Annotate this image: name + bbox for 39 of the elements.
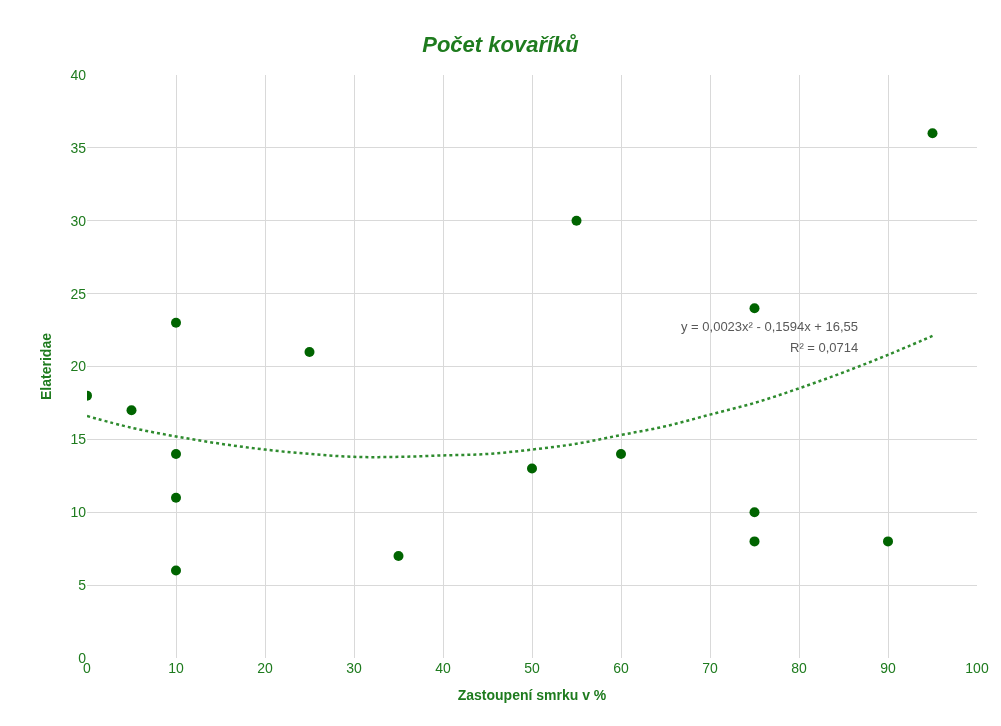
point (393, 550, 404, 561)
x-tick-label: 100 (965, 660, 989, 676)
point (171, 565, 181, 576)
point (749, 507, 760, 518)
point (171, 492, 181, 503)
y-axis-title: Elateridae (38, 332, 55, 400)
point (749, 536, 760, 547)
point (883, 536, 893, 547)
y-tick-label: 35 (70, 139, 87, 156)
x-tick-label: 60 (613, 660, 629, 676)
y-tick-label: 10 (70, 504, 87, 521)
x-tick-label: 20 (257, 660, 273, 676)
chart-title: Počet kovaříků (422, 31, 580, 57)
annotation: y = 0,0023x² - 0,1594x + 16,55 (681, 319, 859, 334)
point (171, 448, 181, 459)
point (927, 128, 938, 139)
x-axis-title: Zastoupení smrku v % (457, 687, 607, 704)
point (616, 448, 626, 459)
y-tick-label: 25 (70, 285, 87, 302)
annotation: R² = 0,0714 (790, 340, 859, 355)
y-tick-label: 15 (70, 431, 87, 448)
x-tick-label: 40 (435, 660, 451, 676)
line-series (87, 334, 934, 459)
x-tick-label: 30 (346, 660, 362, 676)
point (527, 463, 537, 474)
point (749, 303, 760, 314)
point (171, 317, 181, 328)
x-tick-label: 50 (524, 660, 540, 676)
y-tick-label: 20 (70, 358, 87, 375)
point (571, 215, 582, 226)
x-tick-label: 70 (702, 660, 718, 676)
x-tick-label: 10 (168, 660, 184, 676)
x-tick-label: 90 (880, 660, 896, 676)
point (304, 346, 315, 357)
point (126, 405, 137, 416)
y-tick-label: 40 (70, 66, 87, 83)
y-tick-label: 30 (70, 212, 87, 229)
x-tick-label: 80 (791, 660, 807, 676)
y-tick-label: 5 (78, 577, 87, 594)
